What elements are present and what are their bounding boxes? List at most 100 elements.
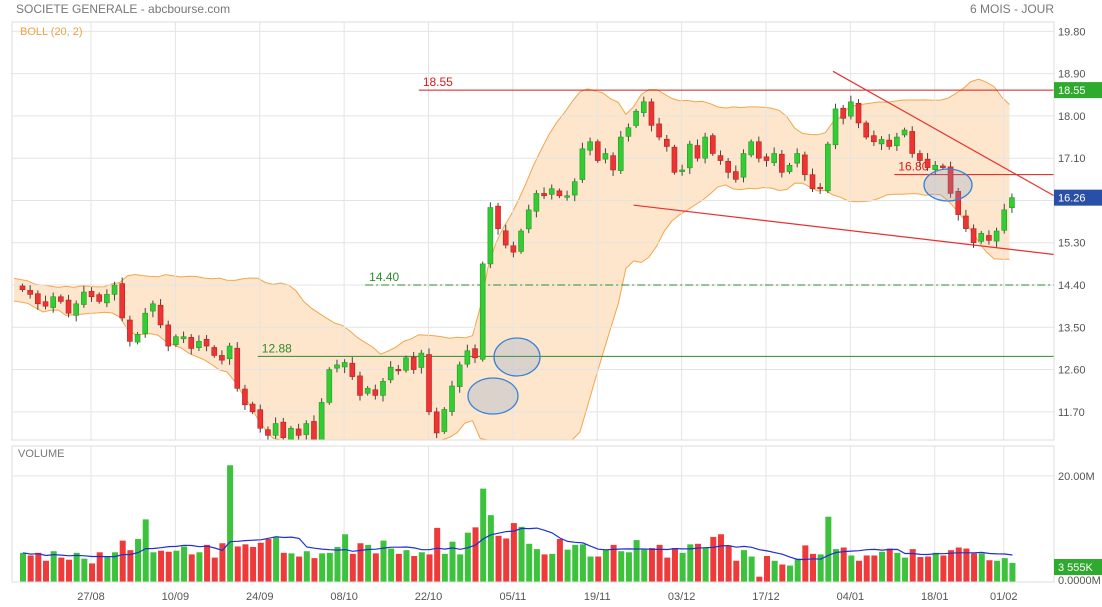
volume-bar	[694, 543, 701, 582]
candle-body	[794, 153, 800, 164]
candle-body	[802, 154, 808, 175]
volume-bar	[994, 560, 1001, 582]
volume-bar	[50, 551, 57, 582]
candle-body	[257, 409, 264, 429]
volume-label: VOLUME	[18, 448, 64, 460]
volume-bar	[127, 550, 134, 582]
indicator-label: BOLL (20, 2)	[20, 26, 83, 38]
volume-bar	[925, 556, 932, 582]
volume-bar	[196, 552, 203, 582]
candle-body	[832, 108, 839, 146]
level-label: 18.55	[423, 75, 453, 89]
volume-bar	[319, 553, 326, 582]
volume-bar	[480, 488, 487, 582]
volume-bar	[533, 549, 540, 582]
candle-body	[203, 338, 210, 347]
annotation-circle	[467, 377, 519, 415]
candle-body	[541, 193, 547, 197]
volume-bar	[20, 552, 26, 582]
candle-body	[663, 138, 670, 147]
volume-bar	[879, 551, 886, 582]
candle-body	[479, 263, 486, 360]
candle-body	[594, 141, 601, 161]
candle-body	[602, 153, 609, 160]
y-tick-label: 13.50	[1058, 322, 1086, 334]
candle-body	[1009, 197, 1015, 209]
volume-bar	[181, 546, 188, 582]
volume-bar	[963, 548, 970, 582]
volume-bar	[395, 553, 402, 582]
candle-body	[548, 188, 555, 195]
level-label: 14.40	[369, 270, 399, 284]
volume-bar	[556, 539, 563, 582]
candle-body	[963, 215, 969, 229]
candle-body	[978, 233, 985, 242]
y-tick-label: 18.00	[1058, 111, 1086, 123]
candle-body	[364, 388, 371, 394]
candle-body	[449, 385, 455, 412]
candle-body	[840, 107, 846, 119]
volume-bar	[35, 552, 42, 582]
candle-body	[725, 160, 731, 173]
candle-body	[111, 284, 118, 295]
candle-body	[487, 207, 494, 265]
volume-bar	[656, 544, 663, 582]
candle-body	[947, 166, 954, 194]
level-label: 16.80	[898, 160, 928, 174]
volume-bar	[572, 544, 579, 582]
volume-bar	[725, 545, 732, 582]
volume-bar	[188, 554, 195, 582]
x-tick-label: 27/08	[77, 591, 105, 603]
candle-body	[648, 101, 655, 126]
volume-bar	[403, 550, 410, 582]
volume-bar	[602, 549, 609, 582]
volume-bar	[211, 557, 218, 582]
volume-bar	[150, 552, 157, 582]
candle-body	[740, 153, 747, 178]
candle-body	[848, 101, 854, 117]
volume-bar	[648, 548, 655, 582]
candle-body	[50, 296, 56, 308]
volume-bar	[825, 516, 832, 582]
volume-tag	[1054, 559, 1102, 575]
volume-bar	[73, 552, 80, 582]
y-tick-label: 18.90	[1058, 69, 1086, 81]
candle-body	[380, 380, 386, 396]
volume-bar	[863, 555, 870, 582]
candle-body	[410, 356, 417, 370]
volume-bar	[81, 558, 88, 582]
candle-body	[65, 299, 72, 314]
candle-body	[403, 357, 409, 371]
period-label: 6 MOIS - JOUR	[969, 2, 1054, 16]
candle-body	[986, 235, 992, 241]
volume-bar	[411, 556, 418, 582]
volume-bar	[986, 560, 993, 582]
candle-body	[180, 336, 187, 340]
candle-body	[35, 293, 41, 305]
candle-body	[686, 143, 693, 169]
y-tick-label: 15.30	[1058, 238, 1086, 250]
volume-bar	[817, 554, 824, 582]
volume-bar	[510, 523, 517, 582]
volume-bar	[242, 544, 249, 582]
candle-body	[234, 347, 241, 389]
volume-bar	[219, 543, 226, 582]
volume-bar	[894, 552, 901, 582]
volume-bar	[518, 526, 525, 582]
candle-body	[656, 123, 662, 138]
axes-layer: BOLL (20, 2) VOLUME 19.80 18.90 18.00 17.10 16…	[11, 21, 1101, 603]
volume-bar	[165, 551, 172, 582]
candle-body	[871, 135, 877, 143]
x-tick-label: 01/02	[990, 591, 1018, 603]
candle-body	[924, 158, 931, 168]
candle-body	[564, 195, 570, 198]
volume-bar	[342, 534, 349, 582]
candle-body	[863, 122, 870, 138]
volume-bar	[595, 556, 602, 582]
candle-body	[587, 141, 593, 151]
volume-bar	[641, 549, 648, 582]
x-tick-label: 04/01	[837, 591, 865, 603]
volume-bar	[234, 546, 241, 582]
candle-body	[717, 155, 724, 161]
volume-bar	[58, 557, 65, 582]
